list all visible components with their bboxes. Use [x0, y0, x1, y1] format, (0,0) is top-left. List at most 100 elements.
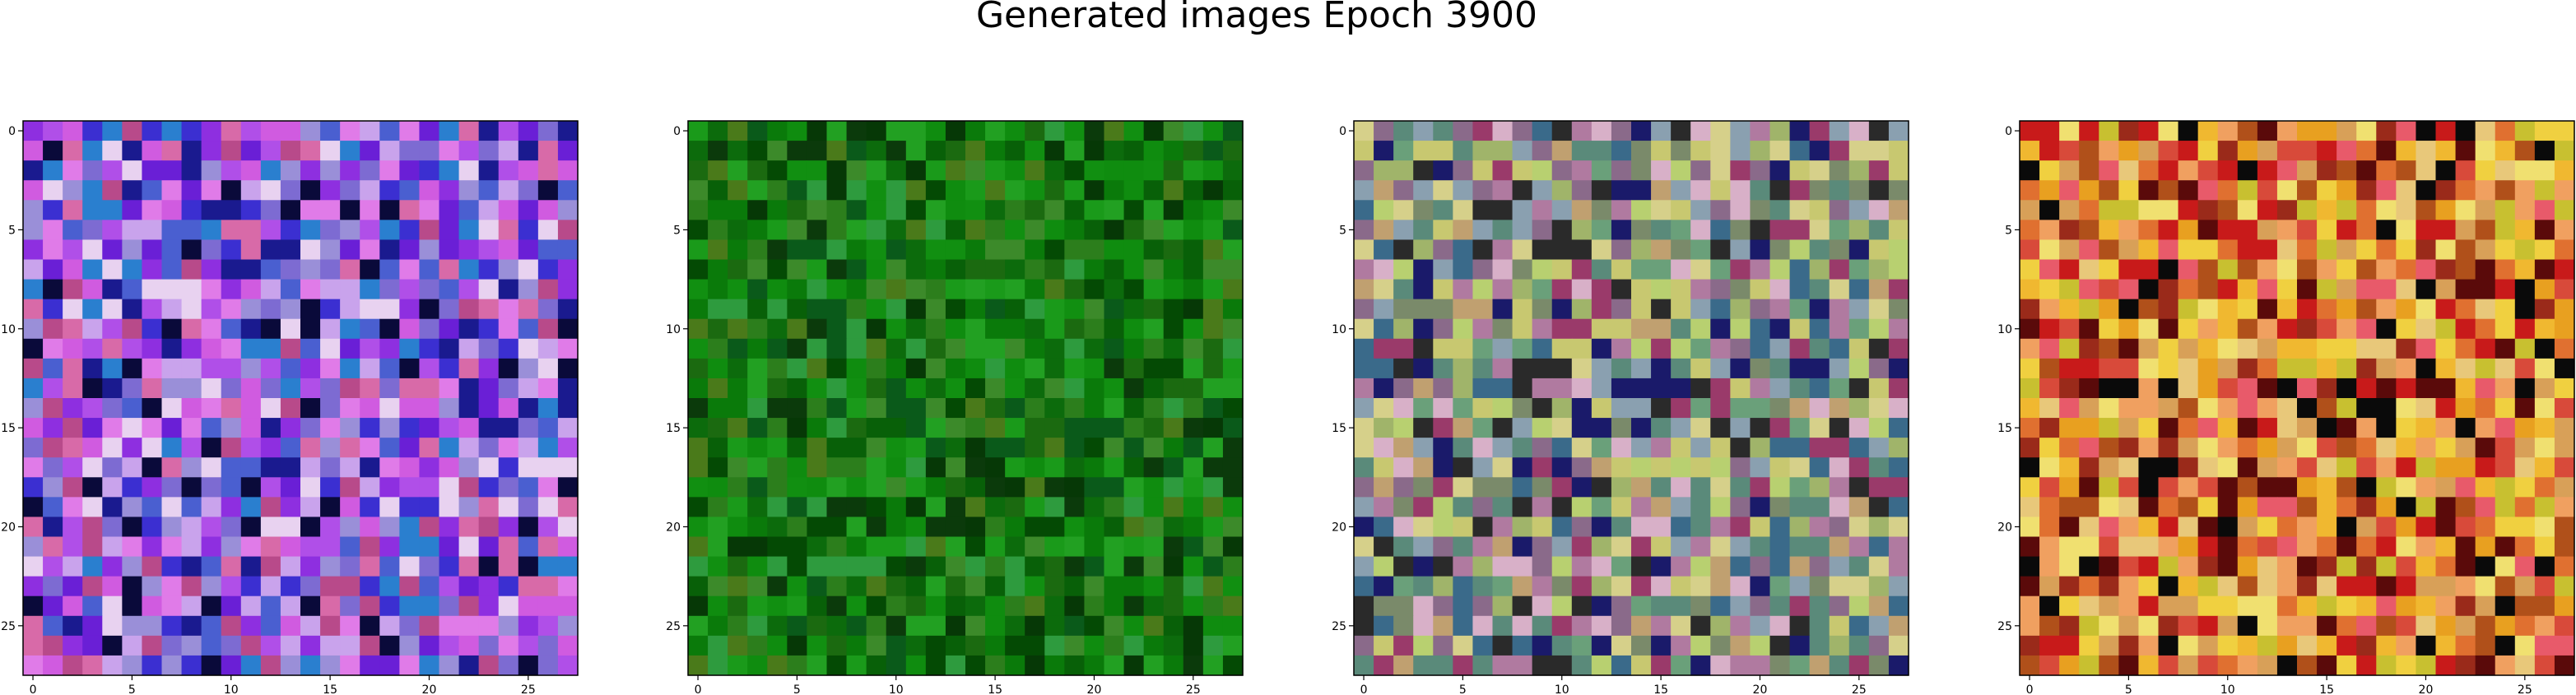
pixel-cell	[240, 576, 262, 597]
pixel-cell	[708, 239, 728, 261]
pixel-cell	[1354, 220, 1374, 241]
pixel-cell	[1888, 358, 1909, 379]
pixel-cell	[1532, 536, 1553, 558]
pixel-cell	[1222, 239, 1244, 261]
pixel-cell	[965, 239, 986, 261]
pixel-cell	[1829, 438, 1850, 458]
pixel-cell	[1848, 497, 1870, 518]
pixel-cell	[866, 497, 887, 518]
pixel-cell	[142, 457, 163, 478]
pixel-cell	[1354, 477, 1374, 498]
pixel-cell	[2039, 398, 2060, 419]
pixel-cell	[1413, 398, 1434, 419]
pixel-cell	[925, 220, 946, 241]
pixel-cell	[1354, 318, 1374, 340]
pixel-cell	[905, 655, 927, 676]
pixel-cell	[1591, 299, 1612, 320]
pixel-cell	[340, 595, 360, 617]
pixel-cell	[1393, 259, 1414, 280]
pixel-cell	[340, 299, 360, 320]
pixel-cell	[1202, 200, 1224, 220]
pixel-cell	[1413, 477, 1434, 498]
pixel-cell	[905, 220, 927, 241]
pixel-cell	[1571, 398, 1593, 419]
pixel-cell	[2099, 556, 2119, 577]
pixel-cell	[2059, 497, 2080, 518]
pixel-cell	[1532, 141, 1553, 161]
pixel-cell	[886, 239, 907, 261]
pixel-cell	[1631, 180, 1652, 201]
pixel-cell	[2416, 338, 2437, 359]
pixel-cell	[2178, 536, 2199, 558]
pixel-cell	[1005, 121, 1025, 141]
pixel-cell	[2039, 595, 2060, 617]
pixel-cell	[2495, 655, 2516, 676]
pixel-cell	[2118, 398, 2140, 419]
pixel-cell	[1222, 318, 1244, 340]
pixel-cell	[708, 378, 728, 399]
pixel-cell	[1571, 497, 1593, 518]
pixel-cell	[161, 358, 183, 379]
pixel-cell	[221, 378, 242, 399]
pixel-cell	[161, 517, 183, 538]
pixel-cell	[399, 517, 421, 538]
pixel-cell	[63, 160, 83, 181]
pixel-cell	[1472, 457, 1494, 478]
pixel-cell	[1631, 457, 1652, 478]
pixel-cell	[807, 398, 828, 419]
pixel-cell	[1829, 259, 1850, 280]
pixel-cell	[2514, 220, 2536, 241]
pixel-cell	[1393, 517, 1414, 538]
pixel-cell	[1631, 299, 1652, 320]
pixel-cell	[2337, 398, 2357, 419]
pixel-cell	[1472, 121, 1494, 141]
pixel-cell	[518, 378, 539, 399]
pixel-cell	[1690, 358, 1711, 379]
pixel-cell	[1025, 358, 1045, 379]
pixel-cell	[1769, 141, 1791, 161]
pixel-cell	[2217, 239, 2239, 261]
pixel-cell	[2376, 378, 2397, 399]
pixel-cell	[2337, 418, 2357, 438]
pixel-cell	[1631, 141, 1652, 161]
pixel-cell	[240, 536, 262, 558]
pixel-cell	[1084, 318, 1105, 340]
pixel-cell	[1631, 338, 1652, 359]
pixel-cell	[181, 239, 202, 261]
pixel-cell	[807, 497, 828, 518]
pixel-cell	[688, 635, 709, 656]
pixel-cell	[866, 378, 887, 399]
pixel-cell	[1571, 180, 1593, 201]
pixel-cell	[1413, 635, 1434, 656]
pixel-cell	[1551, 121, 1573, 141]
pixel-cell	[1433, 457, 1453, 478]
pixel-cell	[1591, 358, 1612, 379]
pixel-cell	[498, 299, 519, 320]
pixel-cell	[1888, 595, 1909, 617]
pixel-cell	[2356, 398, 2377, 419]
pixel-cell	[419, 655, 440, 676]
pixel-cell	[1413, 457, 1434, 478]
pixel-cell	[728, 141, 748, 161]
pixel-cell	[2158, 318, 2179, 340]
pixel-cell	[2475, 457, 2496, 478]
pixel-cell	[688, 576, 709, 597]
pixel-cell	[1611, 259, 1632, 280]
pixel-cell	[1005, 655, 1025, 676]
pixel-cell	[1084, 259, 1105, 280]
pixel-cell	[379, 497, 400, 518]
pixel-cell	[2356, 160, 2377, 181]
pixel-cell	[379, 457, 400, 478]
pixel-cell	[747, 318, 768, 340]
pixel-cell	[221, 635, 242, 656]
pixel-cell	[886, 398, 907, 419]
pixel-cell	[458, 517, 480, 538]
pixel-cell	[1809, 635, 1830, 656]
pixel-cell	[340, 635, 360, 656]
pixel-cell	[458, 338, 480, 359]
pixel-cell	[2435, 239, 2457, 261]
pixel-cell	[1671, 141, 1691, 161]
pixel-cell	[2039, 200, 2060, 220]
pixel-cell	[161, 160, 183, 181]
pixel-cell	[320, 141, 341, 161]
